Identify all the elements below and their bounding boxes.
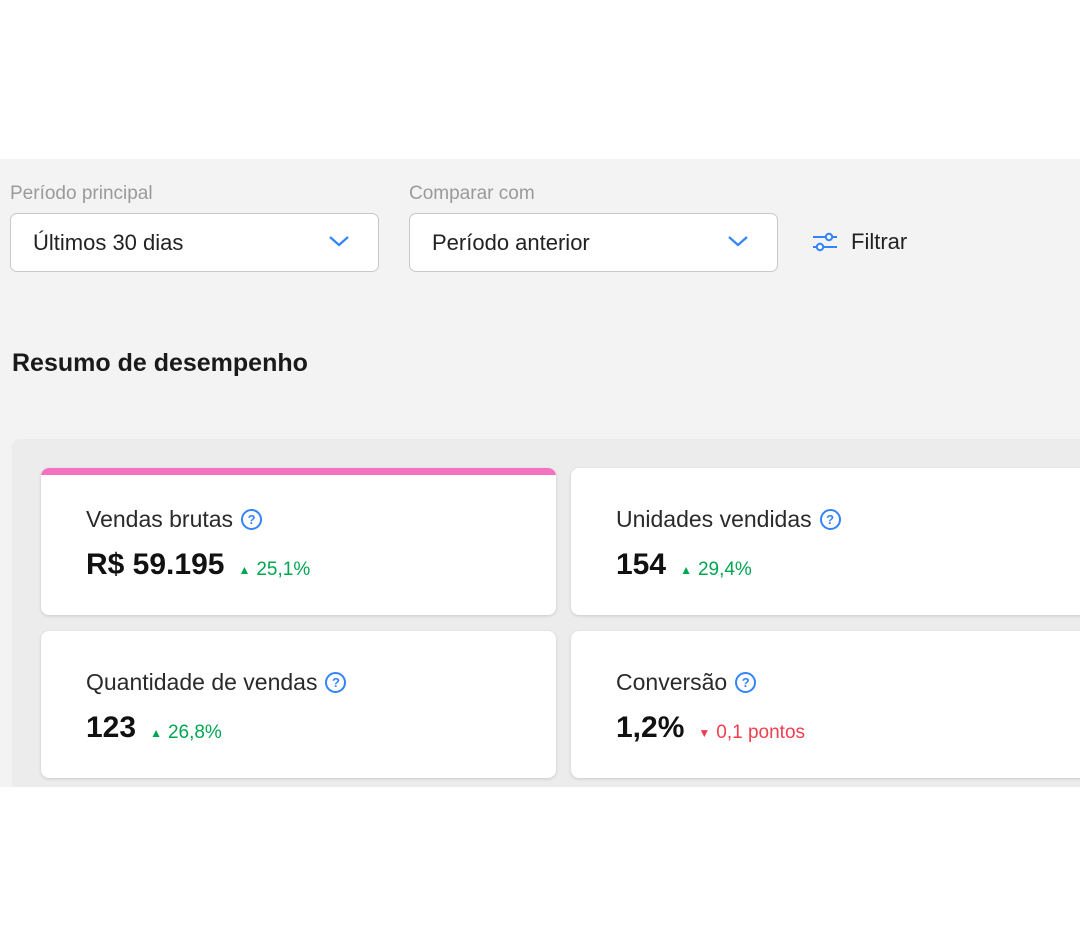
- help-icon[interactable]: ?: [325, 672, 347, 693]
- metric-value-row: R$ 59.195 ▲ 25,1%: [86, 548, 310, 582]
- metric-card-header: Quantidade de vendas ?: [86, 669, 347, 696]
- triangle-up-icon: ▲: [680, 563, 692, 577]
- metric-card-header: Conversão ?: [616, 669, 757, 696]
- metric-delta-value: 25,1%: [256, 559, 311, 580]
- section-title: Resumo de desempenho: [12, 349, 308, 377]
- filter-label: Filtrar: [851, 229, 908, 254]
- filter-sliders-icon: [813, 232, 837, 252]
- metric-title: Vendas brutas: [86, 506, 234, 532]
- metric-value: 123: [86, 711, 137, 744]
- metric-card-units-sold[interactable]: Unidades vendidas ? 154 ▲ 29,4%: [571, 468, 1080, 615]
- chevron-down-icon: [329, 236, 349, 247]
- primary-period-value: Últimos 30 dias: [33, 229, 184, 255]
- metric-delta-value: 0,1 pontos: [716, 722, 806, 743]
- metric-delta-value: 29,4%: [697, 559, 752, 580]
- metric-value: 1,2%: [616, 711, 685, 744]
- help-icon[interactable]: ?: [735, 672, 757, 693]
- triangle-up-icon: ▲: [150, 726, 162, 740]
- metric-delta: ▲ 25,1%: [238, 559, 310, 581]
- primary-period-label: Período principal: [10, 183, 153, 204]
- metric-value: R$ 59.195: [86, 548, 225, 581]
- metric-value-row: 1,2% ▼ 0,1 pontos: [616, 711, 805, 745]
- metric-value-row: 154 ▲ 29,4%: [616, 548, 752, 582]
- triangle-down-icon: ▼: [698, 726, 711, 740]
- primary-period-select[interactable]: Últimos 30 dias: [10, 213, 379, 272]
- metric-title: Quantidade de vendas: [86, 669, 318, 695]
- metric-title: Conversão: [616, 669, 728, 695]
- metric-card-conversion[interactable]: Conversão ? 1,2% ▼ 0,1 pontos: [571, 631, 1080, 778]
- metric-value: 154: [616, 548, 667, 581]
- performance-panel: Período principal Últimos 30 dias Compar…: [0, 159, 1080, 787]
- triangle-up-icon: ▲: [238, 563, 251, 577]
- metric-card-header: Unidades vendidas ?: [616, 506, 841, 533]
- metric-delta-value: 26,8%: [167, 722, 222, 743]
- metric-card-sales-count[interactable]: Quantidade de vendas ? 123 ▲ 26,8%: [41, 631, 556, 778]
- metric-card-gross-sales[interactable]: Vendas brutas ? R$ 59.195 ▲ 25,1%: [41, 468, 556, 615]
- chevron-down-icon: [728, 236, 748, 247]
- metric-delta: ▲ 29,4%: [680, 559, 752, 581]
- metric-delta: ▲ 26,8%: [150, 722, 222, 744]
- filter-button[interactable]: Filtrar: [811, 229, 907, 255]
- metric-delta: ▼ 0,1 pontos: [698, 722, 805, 744]
- compare-period-label: Comparar com: [409, 183, 535, 204]
- help-icon[interactable]: ?: [819, 509, 841, 530]
- metric-value-row: 123 ▲ 26,8%: [86, 711, 222, 745]
- help-icon[interactable]: ?: [241, 509, 263, 530]
- metric-card-header: Vendas brutas ?: [86, 506, 263, 533]
- compare-period-select[interactable]: Período anterior: [409, 213, 778, 272]
- compare-period-value: Período anterior: [432, 229, 590, 255]
- metric-title: Unidades vendidas: [616, 506, 812, 532]
